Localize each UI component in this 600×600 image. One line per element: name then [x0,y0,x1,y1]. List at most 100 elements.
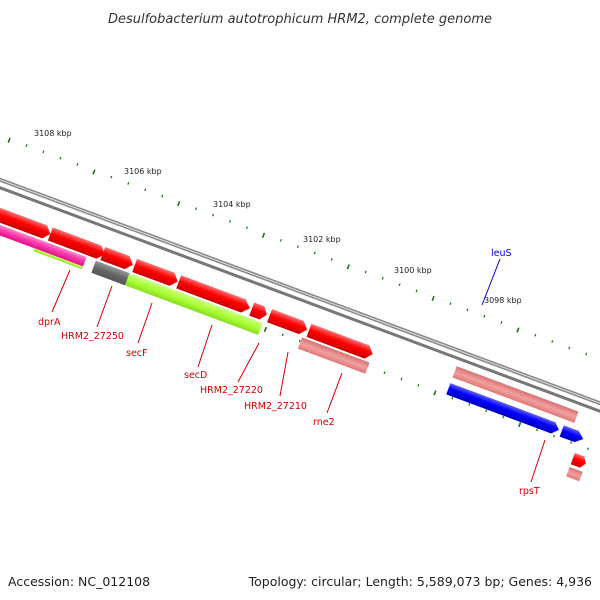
cds-feature[interactable] [559,425,586,444]
scale-tick [502,415,505,419]
scale-tick [485,409,488,413]
rna-feature[interactable] [566,467,583,482]
scale-tick [161,194,164,198]
scale-tick [415,289,418,293]
scale-tick [433,390,437,396]
scale-tick [417,384,420,387]
gene-label-dprA[interactable]: dprA [38,317,61,328]
scale-tick [551,340,554,343]
scale-tick [381,276,384,280]
callout-line-secF [137,302,153,344]
scale-tick [466,308,469,312]
scale-tick [313,251,316,255]
accession-text: Accession: NC_012108 [8,574,150,589]
scale-tick [92,169,96,175]
scale-tick [451,396,454,400]
gene-label-HRM2_27250[interactable]: HRM2_27250 [61,331,124,342]
scale-tick [431,295,435,302]
callout-line-HRM2_27220 [237,342,260,383]
tick-label-3108: 3108 kbp [34,129,72,138]
scale-tick [534,333,537,337]
cog-feature[interactable] [125,273,175,303]
cds-feature[interactable] [306,323,375,361]
callout-line-secD [197,324,213,368]
gene-label-leuS[interactable]: leuS [491,248,512,259]
tick-label-3098: 3098 kbp [484,296,522,305]
cog-feature[interactable] [91,260,130,286]
gene-label-rne2[interactable]: rne2 [313,417,335,428]
scale-tick [127,182,130,185]
scale-tick [516,327,520,333]
scale-tick [569,441,572,444]
scale-tick [7,137,11,143]
scale-tick [500,321,503,324]
scale-tick [59,156,62,160]
scale-tick [279,238,282,242]
scale-tick [586,447,589,451]
gene-label-HRM2_27220[interactable]: HRM2_27220 [200,385,263,396]
cog-feature[interactable] [170,289,246,329]
scale-tick [383,371,386,375]
genome-backbone [0,177,600,413]
cds-feature[interactable] [446,383,561,435]
cds-feature[interactable] [0,197,53,240]
scale-tick [536,428,539,432]
scale-labels: 3108 kbp 3106 kbp 3104 kbp 3102 kbp 3100… [34,129,522,305]
gene-label-HRM2_27210[interactable]: HRM2_27210 [244,401,307,412]
cds-feature[interactable] [47,227,107,260]
scale-tick [195,207,198,211]
scale-tick [110,175,113,179]
tick-label-3106: 3106 kbp [124,167,162,176]
gene-label-rpsT[interactable]: rpsT [519,486,540,497]
scale-tick [364,270,367,274]
scale-tick [76,163,79,166]
map-title: Desulfobacterium autotrophicum HRM2, com… [108,12,492,27]
scale-tick [483,314,486,318]
callout-line-rne2 [326,372,343,414]
scale-tick [468,403,471,406]
cds-feature[interactable] [176,275,252,315]
scale-tick [177,200,181,207]
cog-feature[interactable] [0,212,38,249]
scale-tick [263,326,268,333]
callout-line-rpsT [530,439,546,483]
scale-tick [42,150,45,154]
scale-tick [144,188,147,192]
genome-summary-text: Topology: circular; Length: 5,589,073 bp… [248,574,592,589]
callout-line-dprA [51,269,71,313]
cog-feature[interactable] [34,238,87,267]
scale-tick [25,144,28,147]
tick-label-3104: 3104 kbp [213,200,251,209]
cds-feature[interactable] [249,302,269,321]
scale-tick [400,377,403,381]
cds-feature[interactable] [267,309,309,336]
scale-tick [398,283,401,287]
rna-feature[interactable] [297,337,370,374]
scale-tick [346,264,350,270]
cog-feature[interactable] [241,316,263,335]
cog-feature[interactable] [33,248,84,270]
cds-feature[interactable] [100,246,135,271]
scale-tick [212,213,215,217]
gene-label-secD[interactable]: secD [184,370,207,381]
rna-feature[interactable] [452,366,579,423]
gene-label-secF[interactable]: secF [126,348,147,359]
scale-tick [296,245,299,249]
gene-labels: dprA HRM2_27250 secF secD HRM2_27220 HRM… [38,248,546,497]
scale-tick [298,339,301,343]
scale-tick [568,346,571,350]
scale-tick [449,302,452,305]
cds-feature[interactable] [132,258,180,288]
scale-tick [585,352,588,356]
scale-tick [553,434,556,438]
scale-tick [330,257,333,261]
scale-tick [518,422,522,428]
feature-track [0,197,588,482]
cds-feature[interactable] [570,452,588,469]
scale-tick [281,333,284,337]
scale-tick [229,220,232,223]
scale-tick [261,232,266,238]
tick-label-3100: 3100 kbp [394,266,432,275]
callout-line-HRM2_27210 [279,351,289,397]
